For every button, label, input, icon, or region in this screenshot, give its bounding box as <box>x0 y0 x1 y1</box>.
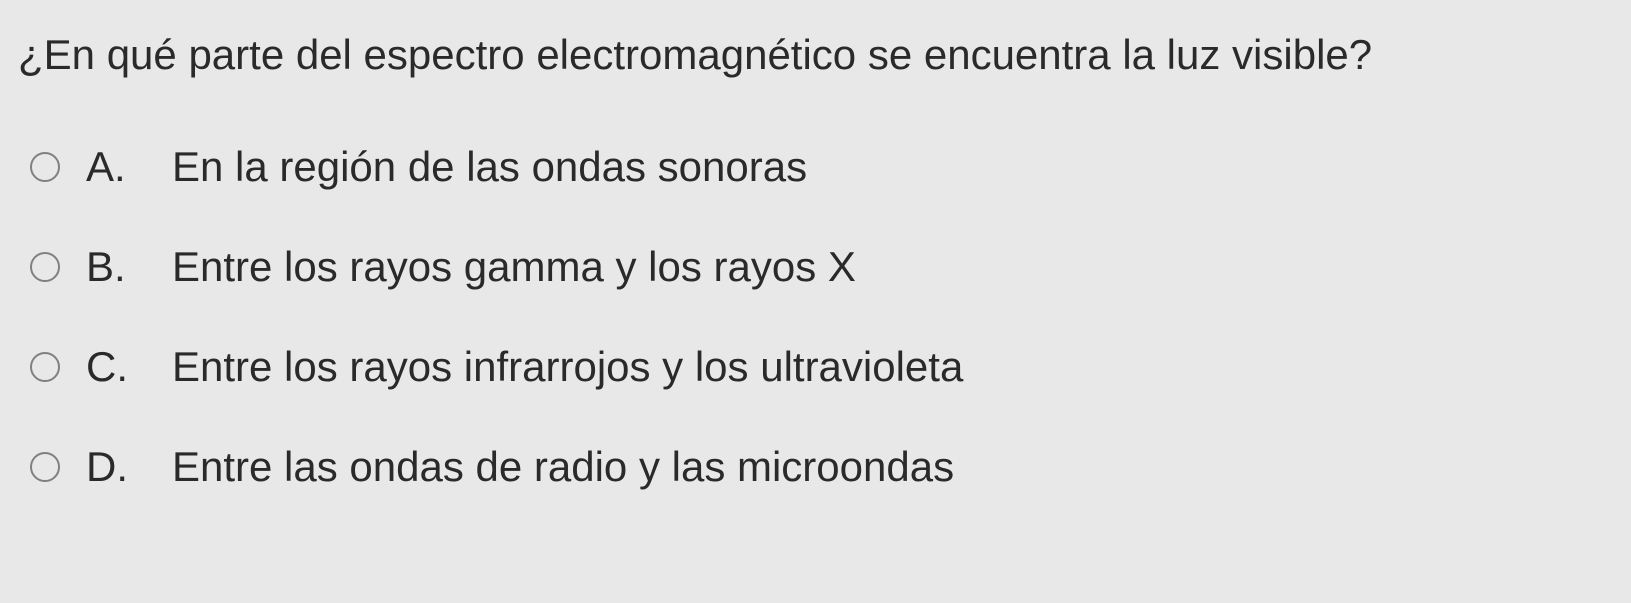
radio-icon[interactable] <box>30 352 60 382</box>
option-letter: B. <box>86 243 146 291</box>
radio-icon[interactable] <box>30 152 60 182</box>
option-label: Entre las ondas de radio y las microonda… <box>172 443 954 491</box>
option-letter: D. <box>86 443 146 491</box>
option-a[interactable]: A. En la región de las ondas sonoras <box>30 143 1613 191</box>
option-label: Entre los rayos infrarrojos y los ultrav… <box>172 343 963 391</box>
option-letter: A. <box>86 143 146 191</box>
radio-icon[interactable] <box>30 452 60 482</box>
option-label: Entre los rayos gamma y los rayos X <box>172 243 856 291</box>
options-list: A. En la región de las ondas sonoras B. … <box>18 143 1613 491</box>
option-label: En la región de las ondas sonoras <box>172 143 807 191</box>
radio-icon[interactable] <box>30 252 60 282</box>
option-d[interactable]: D. Entre las ondas de radio y las microo… <box>30 443 1613 491</box>
option-letter: C. <box>86 343 146 391</box>
option-b[interactable]: B. Entre los rayos gamma y los rayos X <box>30 243 1613 291</box>
option-c[interactable]: C. Entre los rayos infrarrojos y los ult… <box>30 343 1613 391</box>
question-text: ¿En qué parte del espectro electromagnét… <box>18 28 1613 83</box>
